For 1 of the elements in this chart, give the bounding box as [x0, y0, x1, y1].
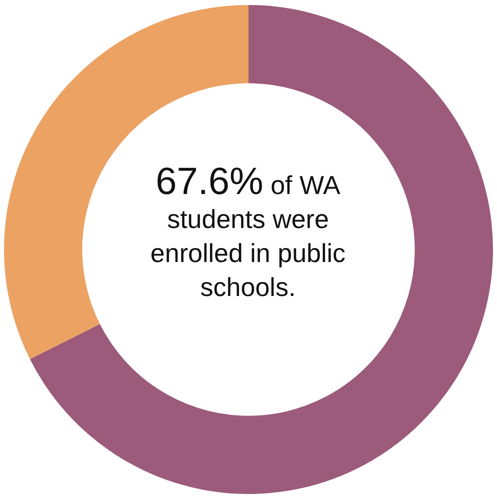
text: 67.6% of WA students were enrolled in public schools. [150, 161, 346, 302]
